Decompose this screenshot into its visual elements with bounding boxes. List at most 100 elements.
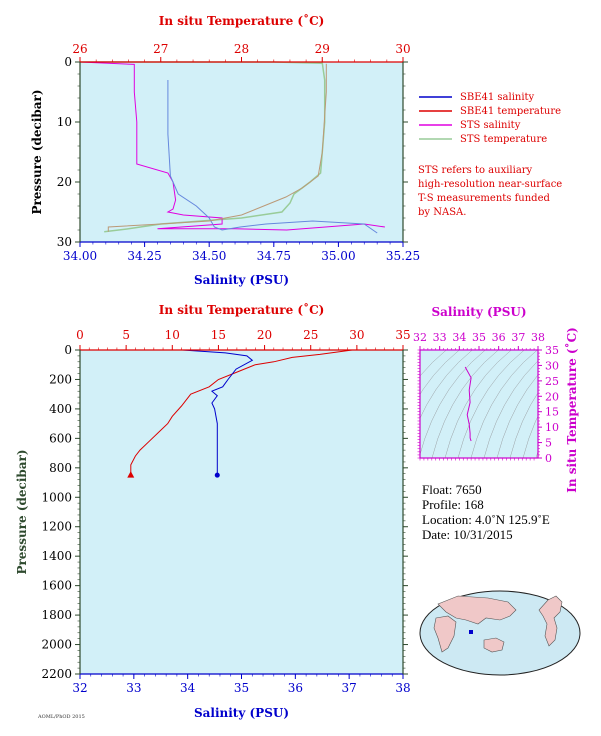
salinity-end-marker [214, 472, 220, 478]
legend-label: SBE41 temperature [460, 106, 561, 117]
world-map-inset [419, 590, 581, 676]
top-tick-label: 15 [211, 328, 226, 342]
sts-salinity-line [79, 61, 385, 231]
bottom-axis-title: Salinity (PSU) [194, 273, 289, 287]
top-tick-label: 30 [349, 328, 364, 342]
ts-top-axis-title: Salinity (PSU) [431, 305, 526, 319]
y-axis-title: Pressure (decibar) [30, 89, 44, 214]
ts-top-tick-label: 33 [433, 331, 447, 344]
ts-right-tick-label: 0 [545, 452, 552, 465]
bottom-tick-label: 37 [342, 681, 357, 695]
top-tick-label: 28 [234, 42, 249, 56]
bottom-tick-label: 34 [180, 681, 196, 695]
map-land-eurasia [437, 595, 517, 625]
y-tick-label: 2200 [41, 667, 72, 681]
y-tick-label: 400 [49, 402, 72, 416]
density-contour [420, 350, 460, 395]
date: Date: 10/31/2015 [422, 527, 513, 542]
ts-right-tick-label: 25 [545, 375, 559, 388]
bottom-tick-label: 34.50 [192, 249, 226, 263]
top-tick-label: 30 [395, 42, 410, 56]
salinity-line [182, 349, 254, 476]
bottom-tick-label: 33 [126, 681, 141, 695]
y-tick-label: 0 [64, 343, 72, 357]
ts-top-tick-label: 35 [472, 331, 486, 344]
y-tick-label: 20 [57, 175, 72, 189]
float-id: Float: 7650 [422, 482, 482, 497]
ts-right-tick-label: 15 [545, 406, 559, 419]
y-tick-label: 30 [57, 235, 72, 249]
location: Location: 4.0˚N 125.9˚E [422, 512, 550, 527]
temperature-end-marker [127, 471, 135, 478]
ts-top-tick-label: 38 [531, 331, 545, 344]
ts-right-tick-label: 10 [545, 421, 559, 434]
density-contour [509, 392, 538, 458]
ts-right-axis-title: In situ Temperature (˚C) [564, 327, 579, 493]
density-contour [470, 350, 538, 458]
y-axis-title: Pressure (decibar) [15, 449, 29, 574]
y-tick-label: 2000 [41, 638, 72, 652]
y-tick-label: 800 [49, 461, 72, 475]
ts-top-tick-label: 32 [413, 331, 427, 344]
y-tick-label: 1600 [41, 579, 72, 593]
density-contour [420, 350, 486, 456]
float-info: Float: 7650 Profile: 168 Location: 4.0˚N… [422, 482, 550, 542]
top-tick-label: 20 [257, 328, 272, 342]
t-s-diagram-panel: 32 33 34 35 36 37 38 Salinity (PSU) 0 5 10 15 20 25 30… [413, 305, 579, 493]
bottom-tick-label: 36 [288, 681, 303, 695]
y-tick-label: 0 [64, 55, 72, 69]
profile-number: Profile: 168 [422, 497, 484, 512]
legend-label: STS salinity [460, 120, 521, 131]
map-land-australia [483, 637, 505, 653]
y-tick-label: 1000 [41, 490, 72, 504]
y-tick-label: 600 [49, 431, 72, 445]
temperature-line [130, 349, 353, 476]
top-tick-label: 29 [315, 42, 330, 56]
density-contour [522, 415, 538, 458]
plot-area [80, 350, 403, 674]
bottom-tick-label: 35.00 [321, 249, 355, 263]
bottom-tick-label: 32 [72, 681, 87, 695]
bottom-tick-label: 34.25 [127, 249, 161, 263]
ts-right-tick-label: 5 [545, 437, 552, 450]
density-contour [444, 350, 512, 458]
y-tick-label: 1200 [41, 520, 72, 534]
top-tick-label: 35 [395, 328, 410, 342]
bottom-tick-label: 34.00 [63, 249, 97, 263]
top-axis-title: In situ Temperature (˚C) [159, 302, 325, 317]
top-tick-label: 27 [153, 42, 168, 56]
credit-text: AOML/PhOD 2015 [37, 714, 85, 720]
legend-label: STS temperature [460, 134, 547, 145]
ts-top-tick-label: 36 [492, 331, 506, 344]
bottom-tick-label: 35 [234, 681, 249, 695]
top-axis-title: In situ Temperature (˚C) [159, 13, 325, 28]
density-contour [431, 350, 499, 458]
note-line: STS refers to auxiliary [418, 165, 533, 176]
ts-top-tick-label: 37 [511, 331, 525, 344]
bottom-tick-label: 34.75 [257, 249, 291, 263]
ts-right-tick-label: 35 [545, 344, 559, 357]
ts-right-tick-label: 30 [545, 359, 559, 372]
note-line: high-resolution near-surface [418, 179, 562, 190]
full-profile-panel: 0 5 10 15 20 25 30 35 In situ Temperature (˚C) 32… [15, 302, 411, 720]
ts-right-tick-label: 20 [545, 390, 559, 403]
bottom-tick-label: 35.25 [386, 249, 420, 263]
bottom-axis-title: Salinity (PSU) [194, 706, 289, 720]
sbe41-salinity-line [167, 80, 378, 234]
density-contour [496, 374, 538, 458]
note-line: T-S measurements funded [418, 193, 550, 204]
density-contour [483, 360, 538, 458]
top-tick-label: 5 [122, 328, 130, 342]
legend-label: SBE41 salinity [460, 92, 535, 103]
y-tick-label: 10 [57, 115, 72, 129]
note-line: by NASA. [418, 207, 466, 218]
density-contours [420, 350, 538, 458]
ts-top-tick-label: 34 [452, 331, 466, 344]
density-contour [420, 350, 473, 419]
t-s-line [464, 366, 472, 442]
map-land-americas [538, 595, 563, 647]
top-tick-label: 25 [303, 328, 318, 342]
top-tick-label: 26 [72, 42, 87, 56]
